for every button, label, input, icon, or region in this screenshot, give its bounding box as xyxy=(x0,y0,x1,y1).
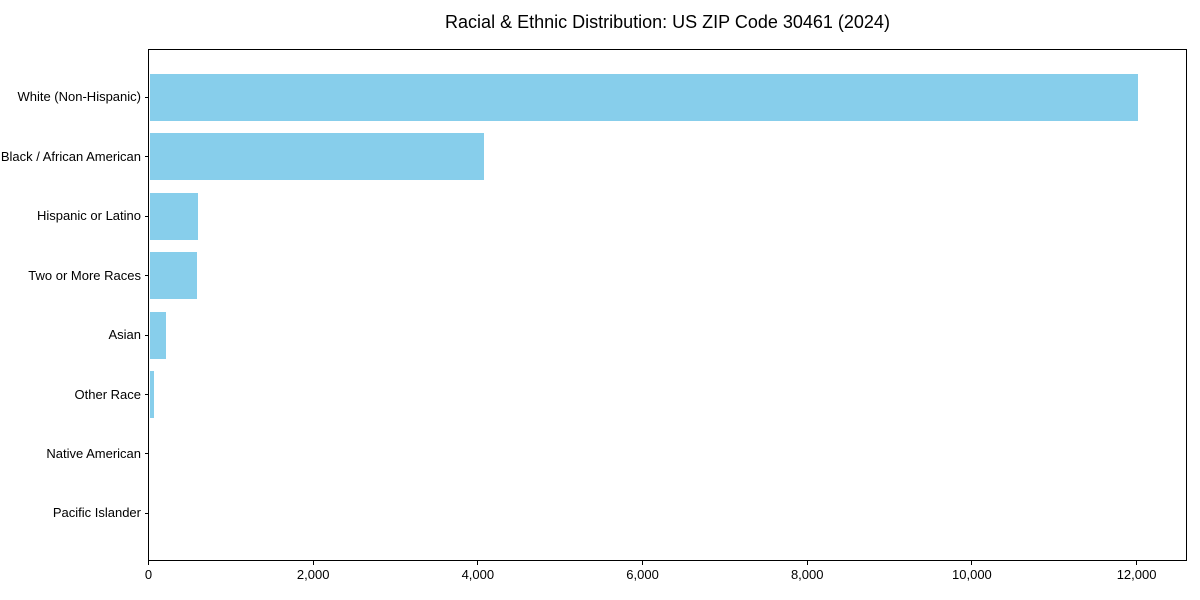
ytick-mark xyxy=(144,334,149,336)
bar-white-non-hispanic xyxy=(149,73,1138,121)
xtick-mark xyxy=(477,561,479,565)
xtick-mark xyxy=(642,561,644,565)
xtick-mark xyxy=(806,561,808,565)
ytick-label-hispanic-or-latino: Hispanic or Latino xyxy=(36,208,141,224)
chart-title: Racial & Ethnic Distribution: US ZIP Cod… xyxy=(445,12,890,32)
bar-black-african-american xyxy=(149,133,484,181)
ytick-mark xyxy=(144,275,149,277)
xtick-label: 0 xyxy=(144,567,153,582)
xtick-mark xyxy=(312,561,314,565)
xtick-mark xyxy=(971,561,973,565)
plot-area xyxy=(148,49,1187,561)
ytick-mark xyxy=(144,394,149,396)
xtick-label: 8,000 xyxy=(790,567,824,582)
ytick-mark xyxy=(144,156,149,158)
ytick-label-native-american: Native American xyxy=(46,445,141,461)
ytick-mark xyxy=(144,512,149,514)
ytick-mark xyxy=(144,96,149,98)
ytick-label-two-or-more-races: Two or More Races xyxy=(28,267,141,283)
xtick-label: 4,000 xyxy=(461,567,495,582)
ytick-label-other-race: Other Race xyxy=(74,386,141,402)
xtick-mark xyxy=(148,561,149,565)
xtick-label: 2,000 xyxy=(296,567,330,582)
bar-asian xyxy=(149,311,166,359)
ytick-label-white-non-hispanic: White (Non-Hispanic) xyxy=(17,89,141,105)
ytick-label-pacific-islander: Pacific Islander xyxy=(52,505,141,521)
xtick-label: 10,000 xyxy=(952,567,992,582)
xtick-mark xyxy=(1136,561,1138,565)
ytick-label-asian: Asian xyxy=(108,327,141,343)
xtick-label: 6,000 xyxy=(626,567,659,582)
ytick-label-black-african-american: Black / African American xyxy=(0,148,141,164)
bar-hispanic-or-latino xyxy=(149,192,199,240)
xtick-label: 12,000 xyxy=(1116,567,1157,582)
ytick-mark xyxy=(144,215,149,217)
ytick-mark xyxy=(144,453,149,455)
bar-other-race xyxy=(149,371,154,419)
bar-two-or-more-races xyxy=(149,252,197,300)
